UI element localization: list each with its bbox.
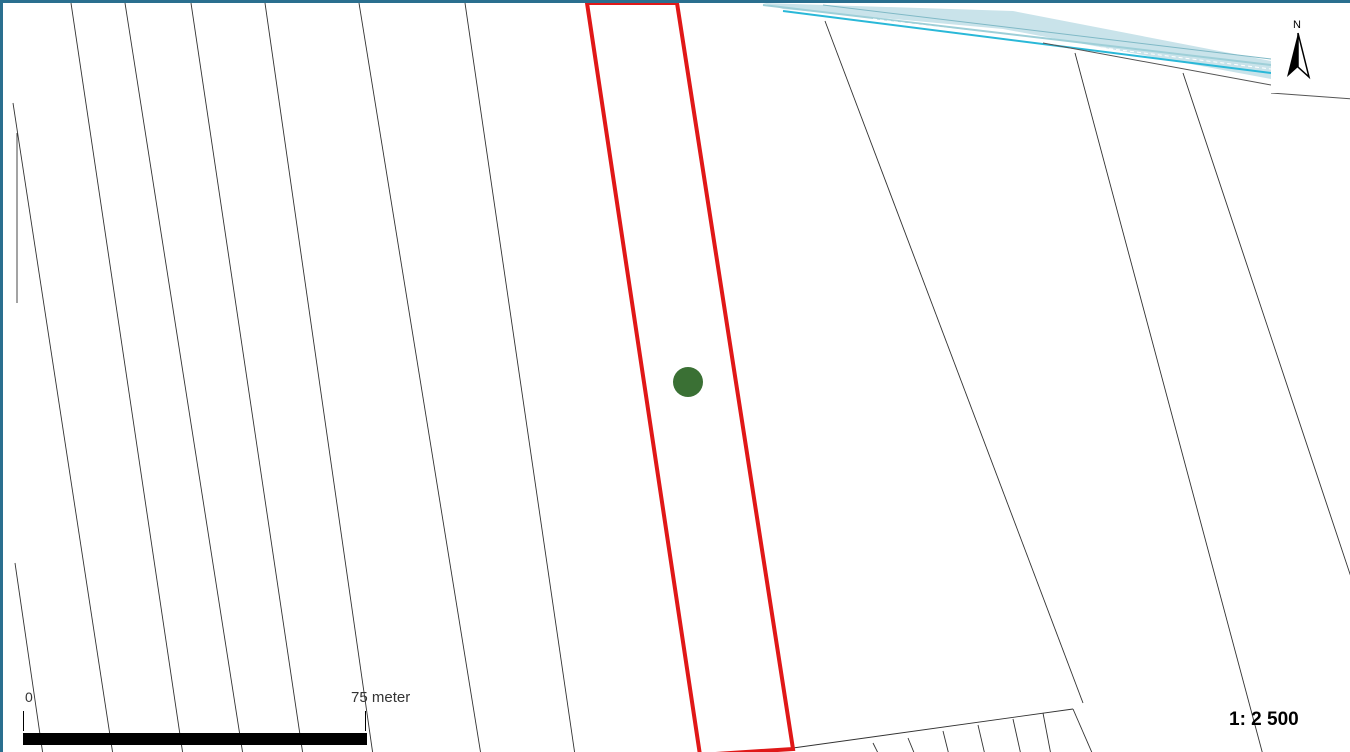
- scale-end-label: 75 meter: [351, 689, 411, 706]
- parcel-boundary: [792, 708, 1074, 749]
- parcel-boundary: [1074, 52, 1263, 752]
- parcel-boundary: [358, 3, 481, 752]
- water-hatch-line: [762, 4, 1272, 66]
- scale-tick-start: [23, 711, 24, 731]
- parcel-boundary: [1042, 712, 1051, 752]
- parcel-boundary: [12, 102, 113, 752]
- parcel-boundary: [264, 3, 374, 752]
- scale-bar: 0 75 meter: [19, 689, 439, 749]
- parcel-boundary: [872, 742, 879, 752]
- water-hatch-line: [872, 18, 1272, 70]
- water-channel-line: [782, 10, 1272, 74]
- parcel-boundary: [1072, 708, 1093, 752]
- parcel-boundary: [124, 3, 243, 752]
- parcel-boundaries: [12, 3, 1350, 752]
- parcel-boundary: [1012, 718, 1021, 752]
- parcel-boundary: [907, 737, 915, 752]
- scale-tick-end: [365, 711, 366, 731]
- parcel-boundary: [190, 3, 304, 752]
- highlighted-parcel[interactable]: [584, 3, 796, 752]
- parcel-boundary: [1042, 42, 1272, 86]
- parcel-boundary: [824, 20, 1084, 704]
- parcel-boundary: [1182, 72, 1350, 576]
- scale-line: [23, 733, 367, 745]
- north-letter: N: [1293, 19, 1301, 31]
- point-marker[interactable]: [673, 367, 703, 397]
- north-arrow: N: [1271, 13, 1331, 93]
- map-canvas[interactable]: [3, 3, 1350, 752]
- parcel-boundary: [14, 562, 44, 752]
- parcel-boundary: [942, 730, 949, 752]
- scale-ratio: 1: 2 500: [1229, 709, 1299, 730]
- scale-start-label: 0: [25, 689, 33, 705]
- north-arrow-icon: [1287, 32, 1311, 80]
- water-hatch-line: [822, 4, 1272, 60]
- parcel-boundary: [1270, 92, 1350, 100]
- parcel-boundary: [70, 3, 184, 752]
- water-channel: [762, 3, 1350, 100]
- parcel-boundary: [464, 3, 576, 752]
- parcel-boundary: [977, 724, 985, 752]
